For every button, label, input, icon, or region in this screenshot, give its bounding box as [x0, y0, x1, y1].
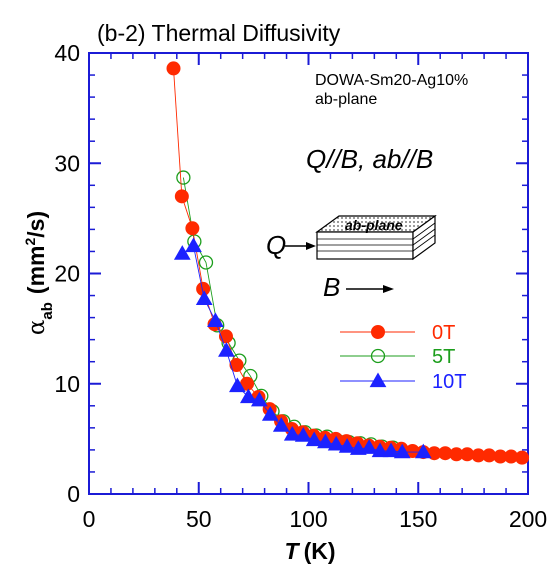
q-arrow-head [306, 242, 316, 250]
data-point-10T [283, 425, 301, 441]
data-point-10T [371, 442, 389, 458]
data-point-0T [515, 450, 530, 465]
svg-text:αab(mm2/s): αab(mm2/s) [22, 211, 56, 335]
data-point-10T [393, 443, 411, 459]
legend-label-0T: 0T [432, 322, 455, 344]
series-0T [166, 61, 530, 465]
data-point-10T [250, 391, 268, 407]
data-point-10T [229, 377, 246, 393]
b-arrow-head [383, 285, 394, 293]
y-tick-label: 20 [54, 261, 80, 287]
data-point-0T [229, 358, 244, 373]
series-10T [173, 237, 432, 459]
x-tick-label: 150 [399, 506, 437, 532]
legend-marker-0T [371, 325, 385, 339]
axis-ticks: 0 50 100 150 200 0 10 20 30 40 [54, 40, 547, 532]
y-tick-label: 40 [54, 40, 80, 66]
x-axis-var: T [285, 538, 301, 564]
y-tick-label: 10 [54, 371, 80, 397]
legend-marker-5T [370, 348, 386, 364]
sample-slab-illustration: ab-plane [315, 214, 437, 261]
x-tick-label: 200 [509, 506, 547, 532]
series-5T [176, 170, 401, 455]
x-tick-label: 50 [186, 506, 212, 532]
data-point-5T [176, 170, 191, 185]
series-line-0T [173, 68, 523, 459]
data-point-0T [185, 221, 200, 236]
data-point-10T [261, 406, 279, 421]
legend-marker-10T [369, 372, 387, 388]
legend-label-10T: 10T [432, 371, 466, 393]
data-point-10T [382, 442, 400, 458]
data-point-10T [294, 427, 312, 442]
plot-frame [88, 52, 529, 495]
chart-title: (b-2) Thermal Diffusivity [97, 20, 341, 46]
x-axis-unit: (K) [304, 538, 336, 564]
data-point-10T [195, 290, 213, 305]
data-point-10T [218, 342, 235, 357]
x-axis-label: T (K) [285, 538, 336, 564]
data-point-10T [360, 439, 378, 454]
legend-label-5T: 5T [432, 346, 455, 368]
data-point-10T [239, 388, 257, 404]
data-point-10T [338, 438, 356, 453]
data-point-10T [414, 443, 432, 459]
configuration-label: Q//B, ab//B [306, 144, 433, 174]
data-point-10T [349, 440, 367, 455]
sample-plane: ab-plane [315, 91, 377, 108]
data-point-10T [305, 431, 323, 447]
data-point-0T [166, 61, 181, 76]
slab-label: ab-plane [345, 217, 403, 233]
data-point-10T [317, 433, 334, 449]
data-point-10T [327, 435, 345, 451]
data-point-10T [185, 237, 202, 253]
y-axis-label: αab(mm2/s) [22, 211, 56, 335]
sample-name: DOWA-Sm20-Ag10% [315, 72, 468, 89]
q-label: Q [266, 230, 286, 260]
y-tick-label: 0 [67, 481, 80, 507]
x-tick-label: 100 [289, 506, 327, 532]
y-tick-label: 30 [54, 150, 80, 176]
data-point-0T [174, 189, 189, 204]
b-label: B [323, 272, 340, 302]
series-line-10T [182, 245, 424, 453]
data-point-5T [198, 255, 214, 270]
data-point-10T [207, 312, 224, 328]
data-series [166, 61, 530, 465]
data-point-10T [173, 245, 191, 260]
data-point-10T [272, 417, 290, 432]
x-tick-label: 0 [83, 506, 96, 532]
